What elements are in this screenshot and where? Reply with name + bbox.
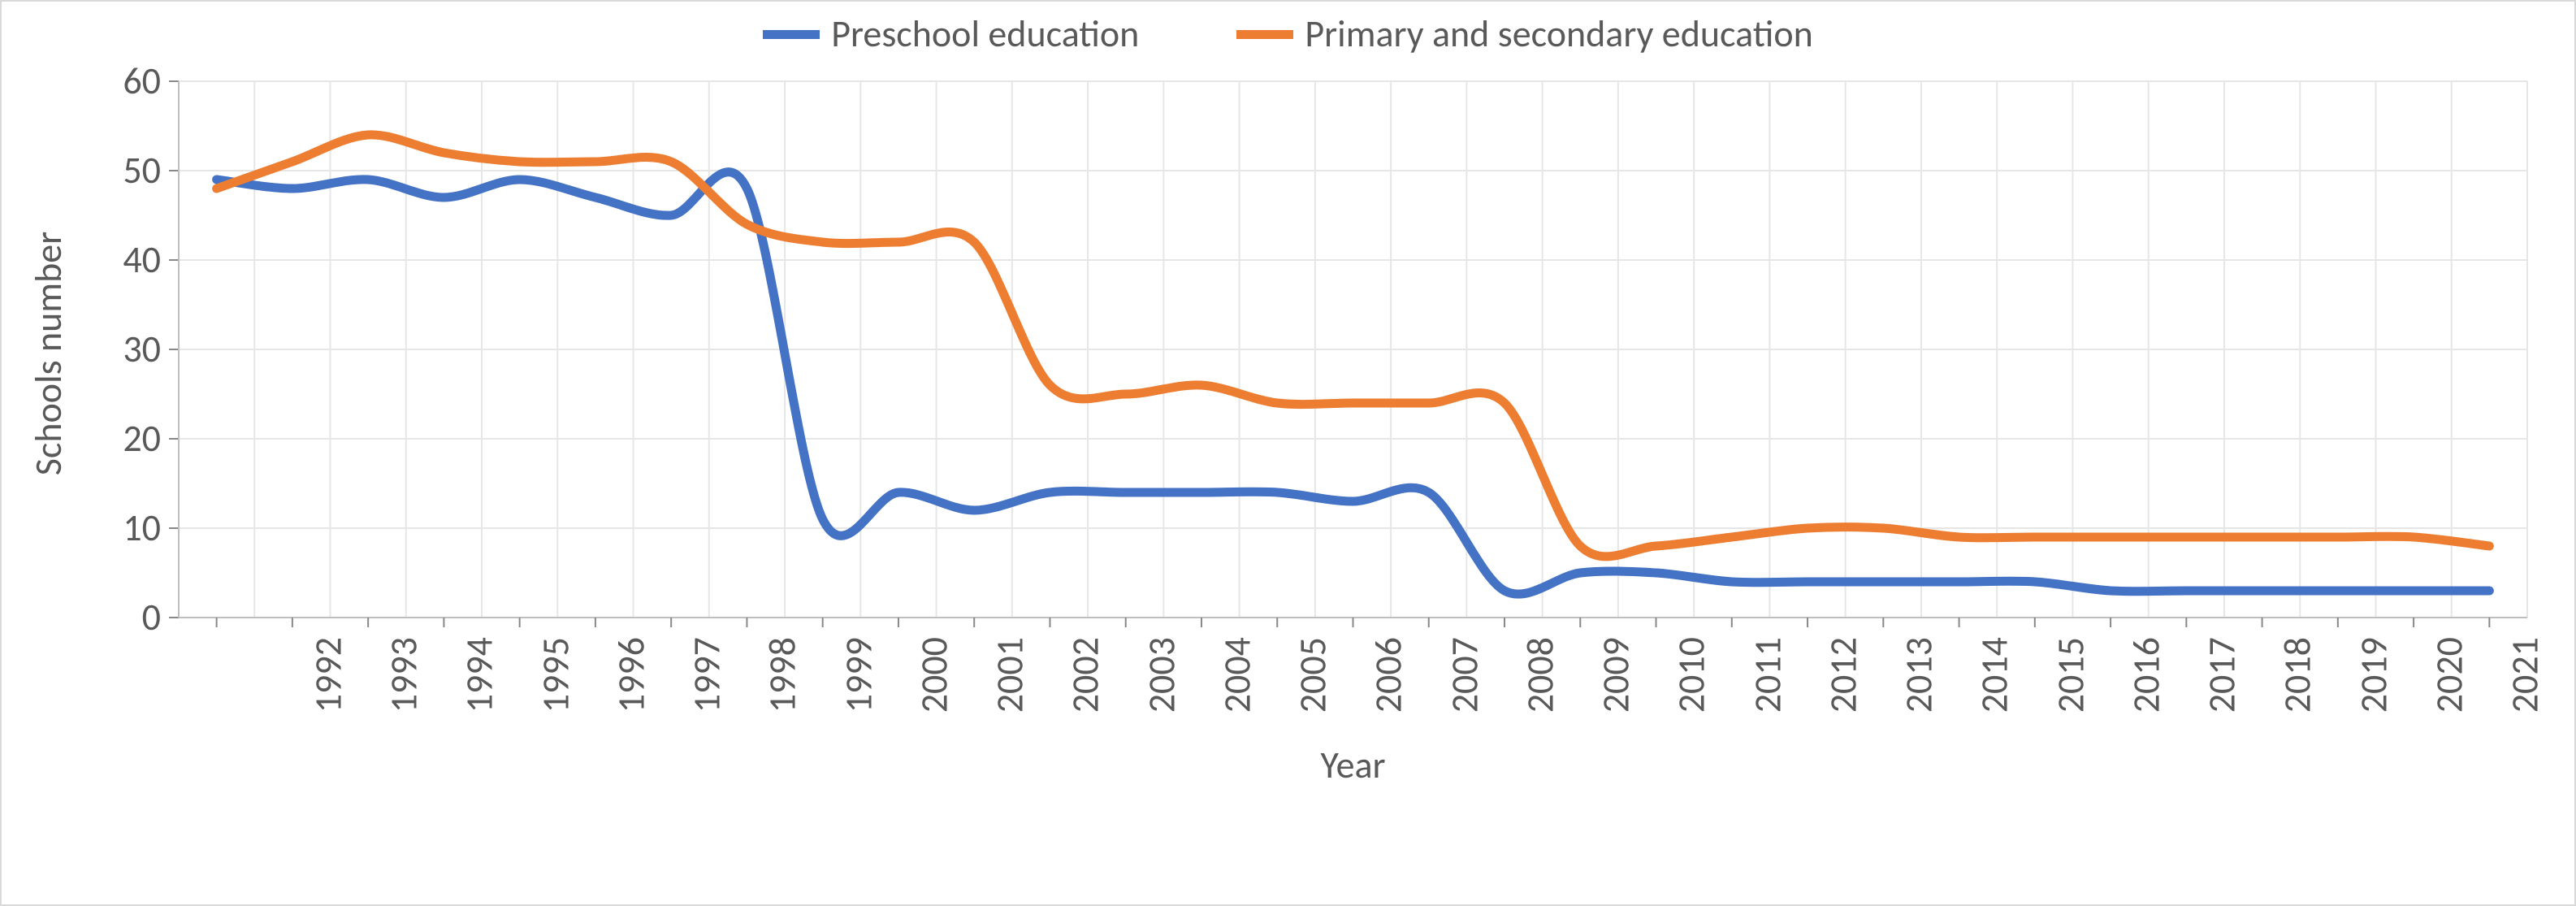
- x-tick-label: 2017: [2199, 637, 2245, 713]
- x-tick-label: 2020: [2427, 637, 2472, 713]
- x-tick-label: 2018: [2275, 637, 2321, 713]
- legend-label-preschool: Preschool education: [831, 11, 1139, 57]
- chart-svg: [24, 57, 2552, 634]
- x-tick-label: 1993: [381, 637, 426, 713]
- legend-item-primary-secondary: Primary and secondary education: [1236, 11, 1812, 57]
- legend: Preschool education Primary and secondar…: [24, 11, 2552, 57]
- x-tick-label: 1999: [836, 637, 881, 713]
- x-tick-label: 2016: [2124, 637, 2169, 713]
- x-tick-label: 2007: [1442, 637, 1487, 713]
- x-tick-label: 2003: [1139, 637, 1184, 713]
- x-tick-label: 1996: [608, 637, 654, 713]
- y-tick-label: 20: [24, 416, 161, 462]
- x-tick-label: 2021: [2502, 637, 2548, 713]
- x-axis-title: Year: [1272, 743, 1435, 788]
- x-tick-label: 2006: [1366, 637, 1412, 713]
- plot-area: Schools number Year 01020304050601992199…: [24, 57, 2552, 895]
- x-tick-label: 2014: [1972, 637, 2018, 713]
- x-tick-label: 2010: [1669, 637, 1715, 713]
- x-tick-label: 2002: [1063, 637, 1109, 713]
- x-tick-label: 1995: [533, 637, 578, 713]
- legend-swatch-primary-secondary: [1236, 30, 1293, 39]
- x-tick-label: 2015: [2048, 637, 2093, 713]
- x-tick-label: 1992: [305, 637, 351, 713]
- x-tick-label: 2012: [1821, 637, 1866, 713]
- x-tick-label: 2013: [1896, 637, 1942, 713]
- x-tick-label: 1994: [457, 637, 503, 713]
- y-tick-label: 30: [24, 327, 161, 372]
- y-tick-label: 40: [24, 237, 161, 283]
- x-tick-label: 2019: [2351, 637, 2396, 713]
- x-tick-label: 2005: [1290, 637, 1336, 713]
- x-tick-label: 2011: [1745, 637, 1790, 713]
- chart-container: Preschool education Primary and secondar…: [0, 0, 2576, 906]
- y-tick-label: 10: [24, 505, 161, 551]
- x-tick-label: 1998: [760, 637, 806, 713]
- x-tick-label: 2008: [1517, 637, 1563, 713]
- y-tick-label: 60: [24, 59, 161, 104]
- x-tick-label: 2000: [911, 637, 957, 713]
- legend-label-primary-secondary: Primary and secondary education: [1305, 11, 1812, 57]
- y-tick-label: 50: [24, 148, 161, 193]
- legend-swatch-preschool: [763, 30, 820, 39]
- x-tick-label: 2004: [1214, 637, 1260, 713]
- x-tick-label: 1997: [684, 637, 730, 713]
- y-tick-label: 0: [24, 595, 161, 640]
- x-tick-label: 2001: [987, 637, 1033, 713]
- x-tick-label: 2009: [1593, 637, 1639, 713]
- legend-item-preschool: Preschool education: [763, 11, 1139, 57]
